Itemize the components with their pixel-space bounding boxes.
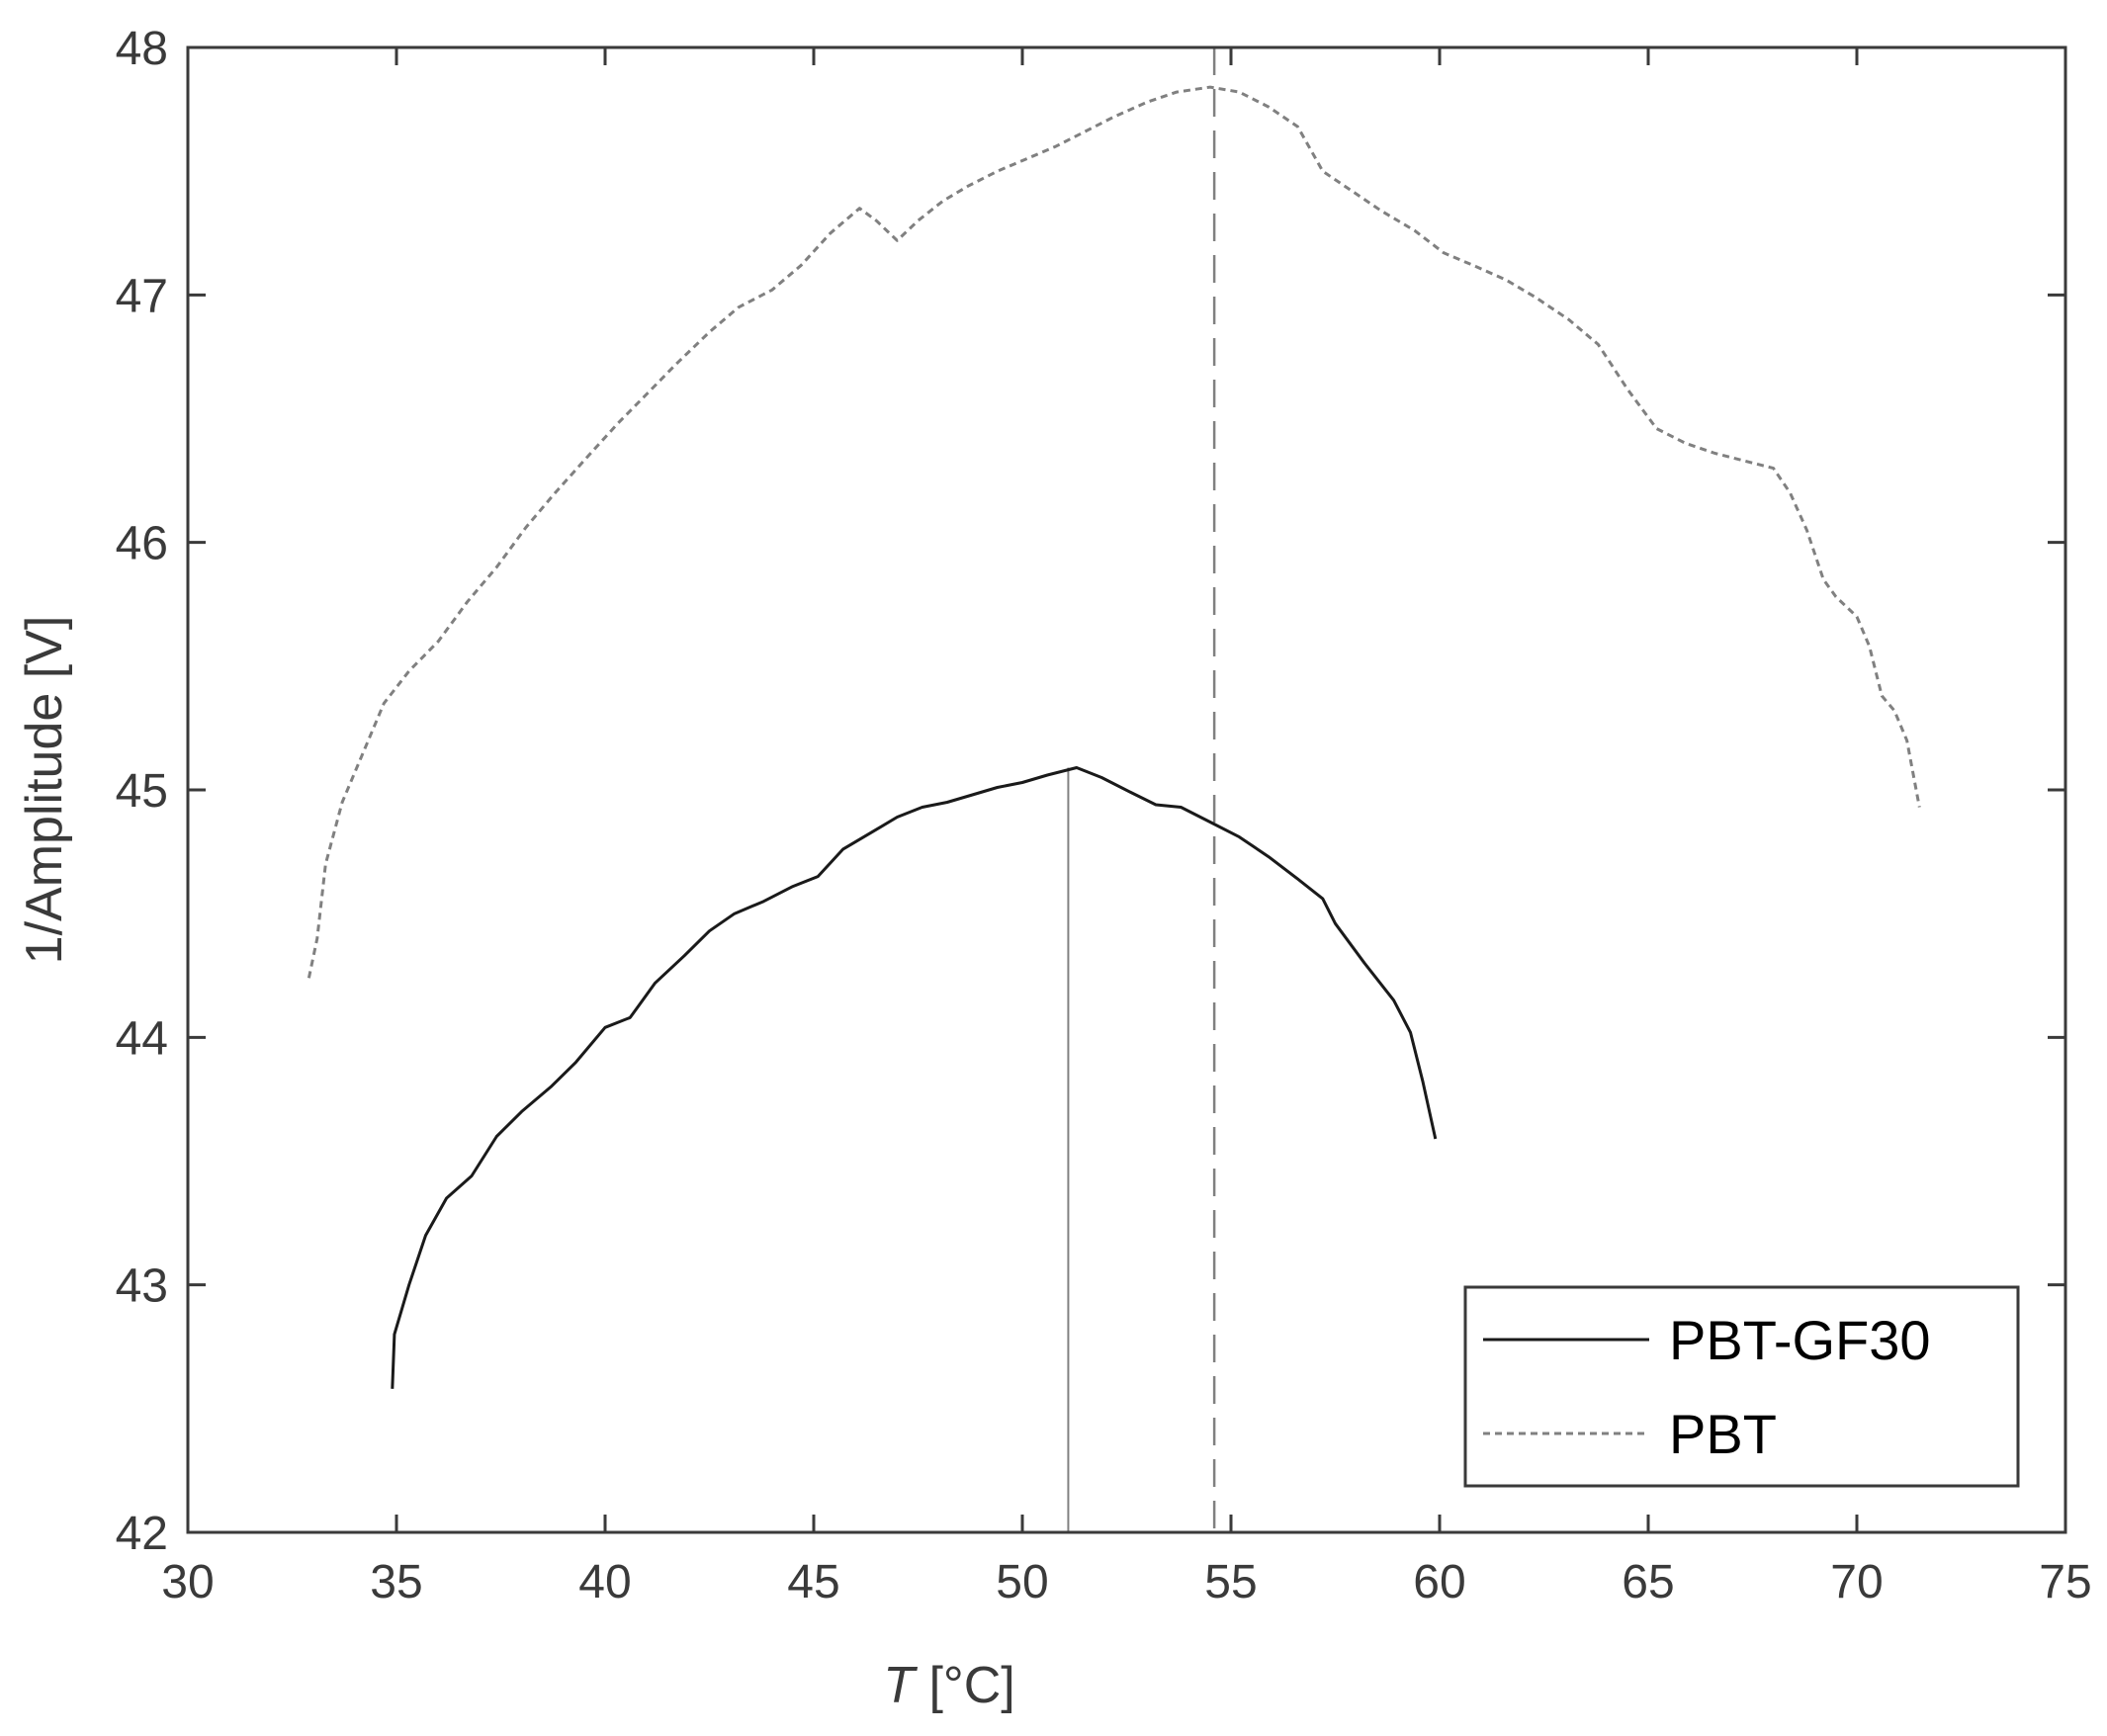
tick-labels: 30 35 40 45 50 55 60 65 70 75 42 43 44 45 46 47 48 [116,23,2092,1608]
legend: PBT-GF30 PBT [1463,1285,2020,1488]
y-axis-label: 1/Amplitude [V] [16,616,73,965]
x-tick-label: 40 [578,1556,631,1608]
x-tick-label: 50 [996,1556,1048,1608]
y-tick-label: 42 [116,1508,168,1560]
x-axis-label-unit: [°C] [915,1657,1015,1714]
y-tick-label: 48 [116,23,168,75]
legend-label-pbt: PBT [1669,1403,1777,1465]
legend-label-pbt-gf30: PBT-GF30 [1669,1309,1931,1371]
x-tick-label: 35 [370,1556,422,1608]
x-tick-label: 70 [1830,1556,1883,1608]
y-tick-label: 47 [116,270,168,322]
y-tick-label: 45 [116,765,168,818]
x-tick-label: 65 [1622,1556,1674,1608]
x-tick-label: 30 [161,1556,214,1608]
series-line-pbt-gf30 [391,766,1438,1389]
y-tick-label: 46 [116,518,168,570]
x-tick-label: 45 [787,1556,839,1608]
y-tick-label: 43 [116,1260,168,1313]
legend-box [1463,1285,2020,1488]
y-tick-label: 44 [116,1012,168,1065]
x-tick-label: 75 [2039,1556,2091,1608]
series-lines [307,85,1921,1389]
reference-lines [1067,47,1216,1532]
x-axis-label: T [°C] [883,1657,1014,1714]
x-axis-label-variable: T [883,1657,918,1714]
x-tick-label: 55 [1204,1556,1257,1608]
plot-frame [186,45,2067,1534]
x-tick-label: 60 [1413,1556,1465,1608]
series-line-pbt [307,85,1921,979]
